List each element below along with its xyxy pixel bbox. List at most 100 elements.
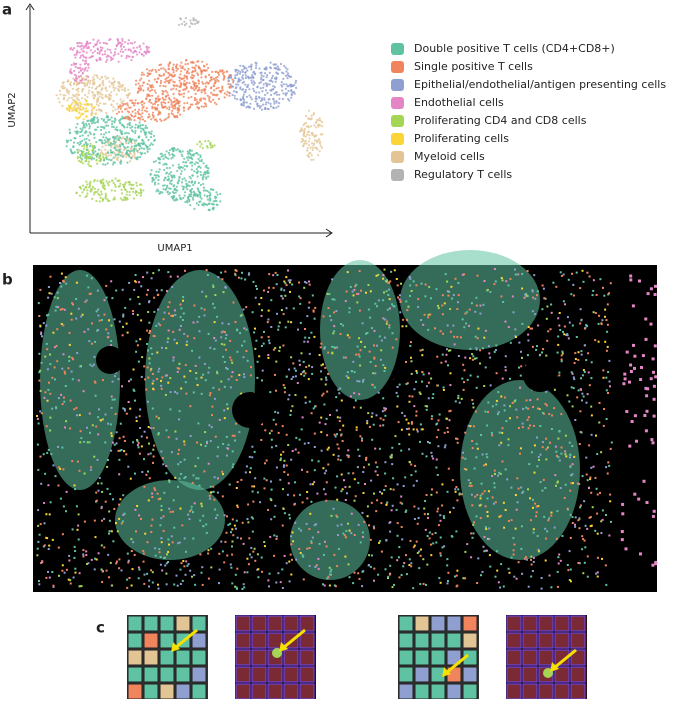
umap-cell [190,195,192,197]
umap-cell [101,96,103,98]
tissue-cell [68,356,70,358]
umap-cell [160,82,162,84]
umap-cell [167,101,169,103]
tissue-cell [70,313,72,315]
umap-cell [79,115,81,117]
tissue-cell [106,466,108,468]
umap-cell [129,191,131,193]
tissue-cell [298,452,300,454]
tissue-cell [76,352,78,354]
umap-cell [139,114,141,116]
umap-cell [190,87,192,89]
tissue-cell [454,576,456,578]
umap-cell [213,203,215,205]
umap-cell [142,124,144,126]
umap-cell [186,70,188,72]
tissue-cell [348,311,350,313]
umap-cell [124,103,126,105]
umap-cell [121,124,123,126]
tissue-cell [186,341,188,343]
tissue-cell [521,323,523,325]
umap-cell [192,197,194,199]
tissue-cell [589,384,591,386]
tissue-cell [132,441,134,443]
tissue-cell [308,528,310,530]
umap-cell [168,108,170,110]
umap-cell [118,106,120,108]
tissue-cell [254,477,256,479]
tissue-cell [569,442,571,444]
tissue-cell [111,530,113,532]
tissue-cell [284,512,286,514]
umap-cell [255,91,257,93]
umap-cell [84,94,86,96]
tissue-cell [322,363,324,365]
umap-cell [131,184,133,186]
umap-cell [107,116,109,118]
umap-cell [129,99,131,101]
umap-cell [165,71,167,73]
tissue-cell [489,566,491,568]
tissue-cell [368,564,370,566]
umap-cell [99,42,101,44]
tissue-cell [143,561,145,563]
tissue-cell [569,466,571,468]
tissue-cell [473,406,475,408]
tissue-cell [531,451,533,453]
umap-cell [183,96,185,98]
tissue-cell [286,307,288,309]
tissue-cell [504,397,506,399]
umap-cell [141,112,143,114]
tissue-cell [450,286,452,288]
tissue-cell [195,465,197,467]
umap-cell [158,192,160,194]
tissue-cell [514,269,516,271]
tissue-cell [609,494,611,496]
tissue-cell [342,533,344,535]
umap-cell [139,184,141,186]
tissue-cell [79,441,81,443]
tissue-cell [38,302,40,304]
umap-cell [200,171,202,173]
tissue-cell [231,362,233,364]
tissue-cell [280,289,282,291]
tissue-cell [533,557,535,559]
tissue-cell [110,432,112,434]
tissue-cell [368,524,370,526]
tissue-cell [413,428,415,430]
tissue-cell [497,391,499,393]
umap-cell [87,148,89,150]
tissue-cell [500,295,502,297]
tissue-cell [40,523,42,525]
tissue-cell [197,422,199,424]
umap-cell [138,192,140,194]
umap-cell [86,183,88,185]
tissue-cell [64,371,66,373]
tissue-cell [436,288,438,290]
umap-cell [215,191,217,193]
tissue-cell [176,392,178,394]
tissue-cell [445,444,447,446]
tissue-cell [56,328,58,330]
umap-cell [166,167,168,169]
tissue-cell [341,524,343,526]
tissue-cell [287,321,289,323]
tissue-cell [248,563,250,565]
umap-cell [83,118,85,120]
tissue-cell [420,423,422,425]
tissue-cell [562,535,564,537]
umap-cell [71,97,73,99]
umap-cell [87,152,89,154]
tissue-cell [401,526,403,528]
umap-cell [210,87,212,89]
tissue-cell [588,444,590,446]
tissue-cell [89,441,91,443]
tissue-cell [610,282,612,284]
umap-cell [234,77,236,79]
tissue-cell [58,466,60,468]
tissue-cell [389,280,391,282]
tissue-cell [128,282,130,284]
umap-cell [150,142,152,144]
tissue-cell [204,431,206,433]
tissue-cell [152,519,154,521]
